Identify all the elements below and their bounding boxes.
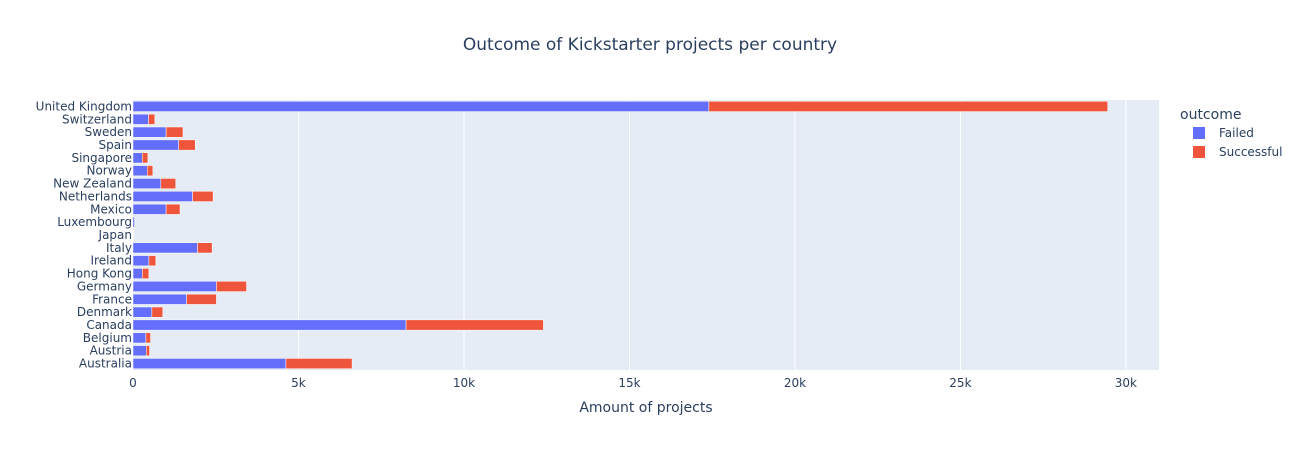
x-axis-title: Amount of projects bbox=[579, 400, 712, 416]
x-tick-label: 5k bbox=[291, 376, 306, 390]
bar-failed-netherlands[interactable] bbox=[133, 191, 193, 201]
bar-failed-switzerland[interactable] bbox=[133, 114, 149, 124]
y-tick-label: Norway bbox=[86, 164, 132, 178]
bar-failed-france[interactable] bbox=[133, 294, 187, 304]
y-tick-label: Austria bbox=[90, 344, 132, 358]
bar-failed-austria[interactable] bbox=[133, 346, 146, 356]
bar-successful-sweden[interactable] bbox=[166, 127, 183, 137]
bar-failed-ireland[interactable] bbox=[133, 256, 149, 266]
x-tick-label: 30k bbox=[1115, 376, 1137, 390]
bar-successful-ireland[interactable] bbox=[149, 256, 156, 266]
bar-successful-norway[interactable] bbox=[147, 166, 153, 176]
bar-successful-belgium[interactable] bbox=[146, 333, 151, 343]
bar-successful-switzerland[interactable] bbox=[149, 114, 155, 124]
bar-failed-belgium[interactable] bbox=[133, 333, 146, 343]
chart-title: Outcome of Kickstarter projects per coun… bbox=[463, 35, 837, 55]
y-axis-tick-labels: AustraliaAustriaBelgiumCanadaDenmarkFran… bbox=[36, 99, 132, 370]
y-tick-label: Mexico bbox=[90, 202, 132, 216]
bar-failed-hong-kong[interactable] bbox=[133, 268, 142, 278]
y-tick-label: New Zealand bbox=[53, 177, 132, 191]
y-tick-label: France bbox=[92, 292, 132, 306]
y-tick-label: Ireland bbox=[90, 254, 132, 268]
bar-failed-sweden[interactable] bbox=[133, 127, 166, 137]
bar-successful-spain[interactable] bbox=[179, 140, 196, 150]
y-tick-label: United Kingdom bbox=[36, 99, 132, 113]
bar-successful-denmark[interactable] bbox=[152, 307, 163, 317]
bar-successful-mexico[interactable] bbox=[166, 204, 180, 214]
y-tick-label: Italy bbox=[106, 241, 132, 255]
legend-swatch-successful[interactable] bbox=[1193, 146, 1205, 158]
y-tick-label: Denmark bbox=[77, 305, 132, 319]
bar-successful-singapore[interactable] bbox=[142, 153, 148, 163]
y-tick-label: Switzerland bbox=[62, 112, 132, 126]
y-tick-label: Australia bbox=[79, 357, 132, 371]
bar-successful-united-kingdom[interactable] bbox=[709, 101, 1108, 111]
bar-failed-singapore[interactable] bbox=[133, 153, 142, 163]
bar-failed-spain[interactable] bbox=[133, 140, 179, 150]
y-tick-label: Sweden bbox=[85, 125, 132, 139]
bar-failed-denmark[interactable] bbox=[133, 307, 152, 317]
x-tick-label: 0 bbox=[129, 376, 137, 390]
legend-title: outcome bbox=[1180, 107, 1241, 123]
y-tick-label: Netherlands bbox=[59, 189, 132, 203]
bar-failed-italy[interactable] bbox=[133, 243, 198, 253]
bar-successful-italy[interactable] bbox=[198, 243, 213, 253]
y-tick-label: Singapore bbox=[71, 151, 132, 165]
legend-label-successful[interactable]: Successful bbox=[1219, 145, 1282, 159]
bar-failed-germany[interactable] bbox=[133, 281, 216, 291]
legend-label-failed[interactable]: Failed bbox=[1219, 126, 1254, 140]
y-tick-label: Luxembourg bbox=[57, 215, 132, 229]
y-tick-label: Canada bbox=[86, 318, 132, 332]
x-tick-label: 20k bbox=[784, 376, 806, 390]
x-tick-label: 25k bbox=[949, 376, 971, 390]
x-axis-tick-labels: 0 5k 10k 15k 20k 25k 30k bbox=[129, 376, 1137, 390]
legend-items[interactable]: Failed Successful bbox=[1193, 126, 1282, 159]
bar-successful-hong-kong[interactable] bbox=[142, 268, 149, 278]
y-tick-label: Hong Kong bbox=[67, 267, 132, 281]
y-tick-label: Japan bbox=[98, 228, 132, 242]
bar-failed-norway[interactable] bbox=[133, 166, 147, 176]
bar-failed-mexico[interactable] bbox=[133, 204, 166, 214]
x-tick-label: 15k bbox=[618, 376, 640, 390]
bar-failed-canada[interactable] bbox=[133, 320, 406, 330]
bar-failed-united-kingdom[interactable] bbox=[133, 101, 709, 111]
legend[interactable]: outcome Failed Successful bbox=[1180, 107, 1282, 159]
bar-failed-australia[interactable] bbox=[133, 358, 286, 368]
y-tick-label: Spain bbox=[98, 138, 132, 152]
legend-swatch-failed[interactable] bbox=[1193, 127, 1205, 139]
x-tick-label: 10k bbox=[453, 376, 475, 390]
y-tick-label: Belgium bbox=[83, 331, 132, 345]
bar-successful-germany[interactable] bbox=[216, 281, 246, 291]
bar-successful-canada[interactable] bbox=[406, 320, 543, 330]
bar-successful-austria[interactable] bbox=[146, 346, 149, 356]
bar-successful-netherlands[interactable] bbox=[193, 191, 214, 201]
bar-successful-australia[interactable] bbox=[286, 358, 352, 368]
bar-failed-new-zealand[interactable] bbox=[133, 178, 161, 188]
bar-successful-france[interactable] bbox=[187, 294, 217, 304]
y-tick-label: Germany bbox=[77, 279, 132, 293]
bar-successful-new-zealand[interactable] bbox=[161, 178, 176, 188]
